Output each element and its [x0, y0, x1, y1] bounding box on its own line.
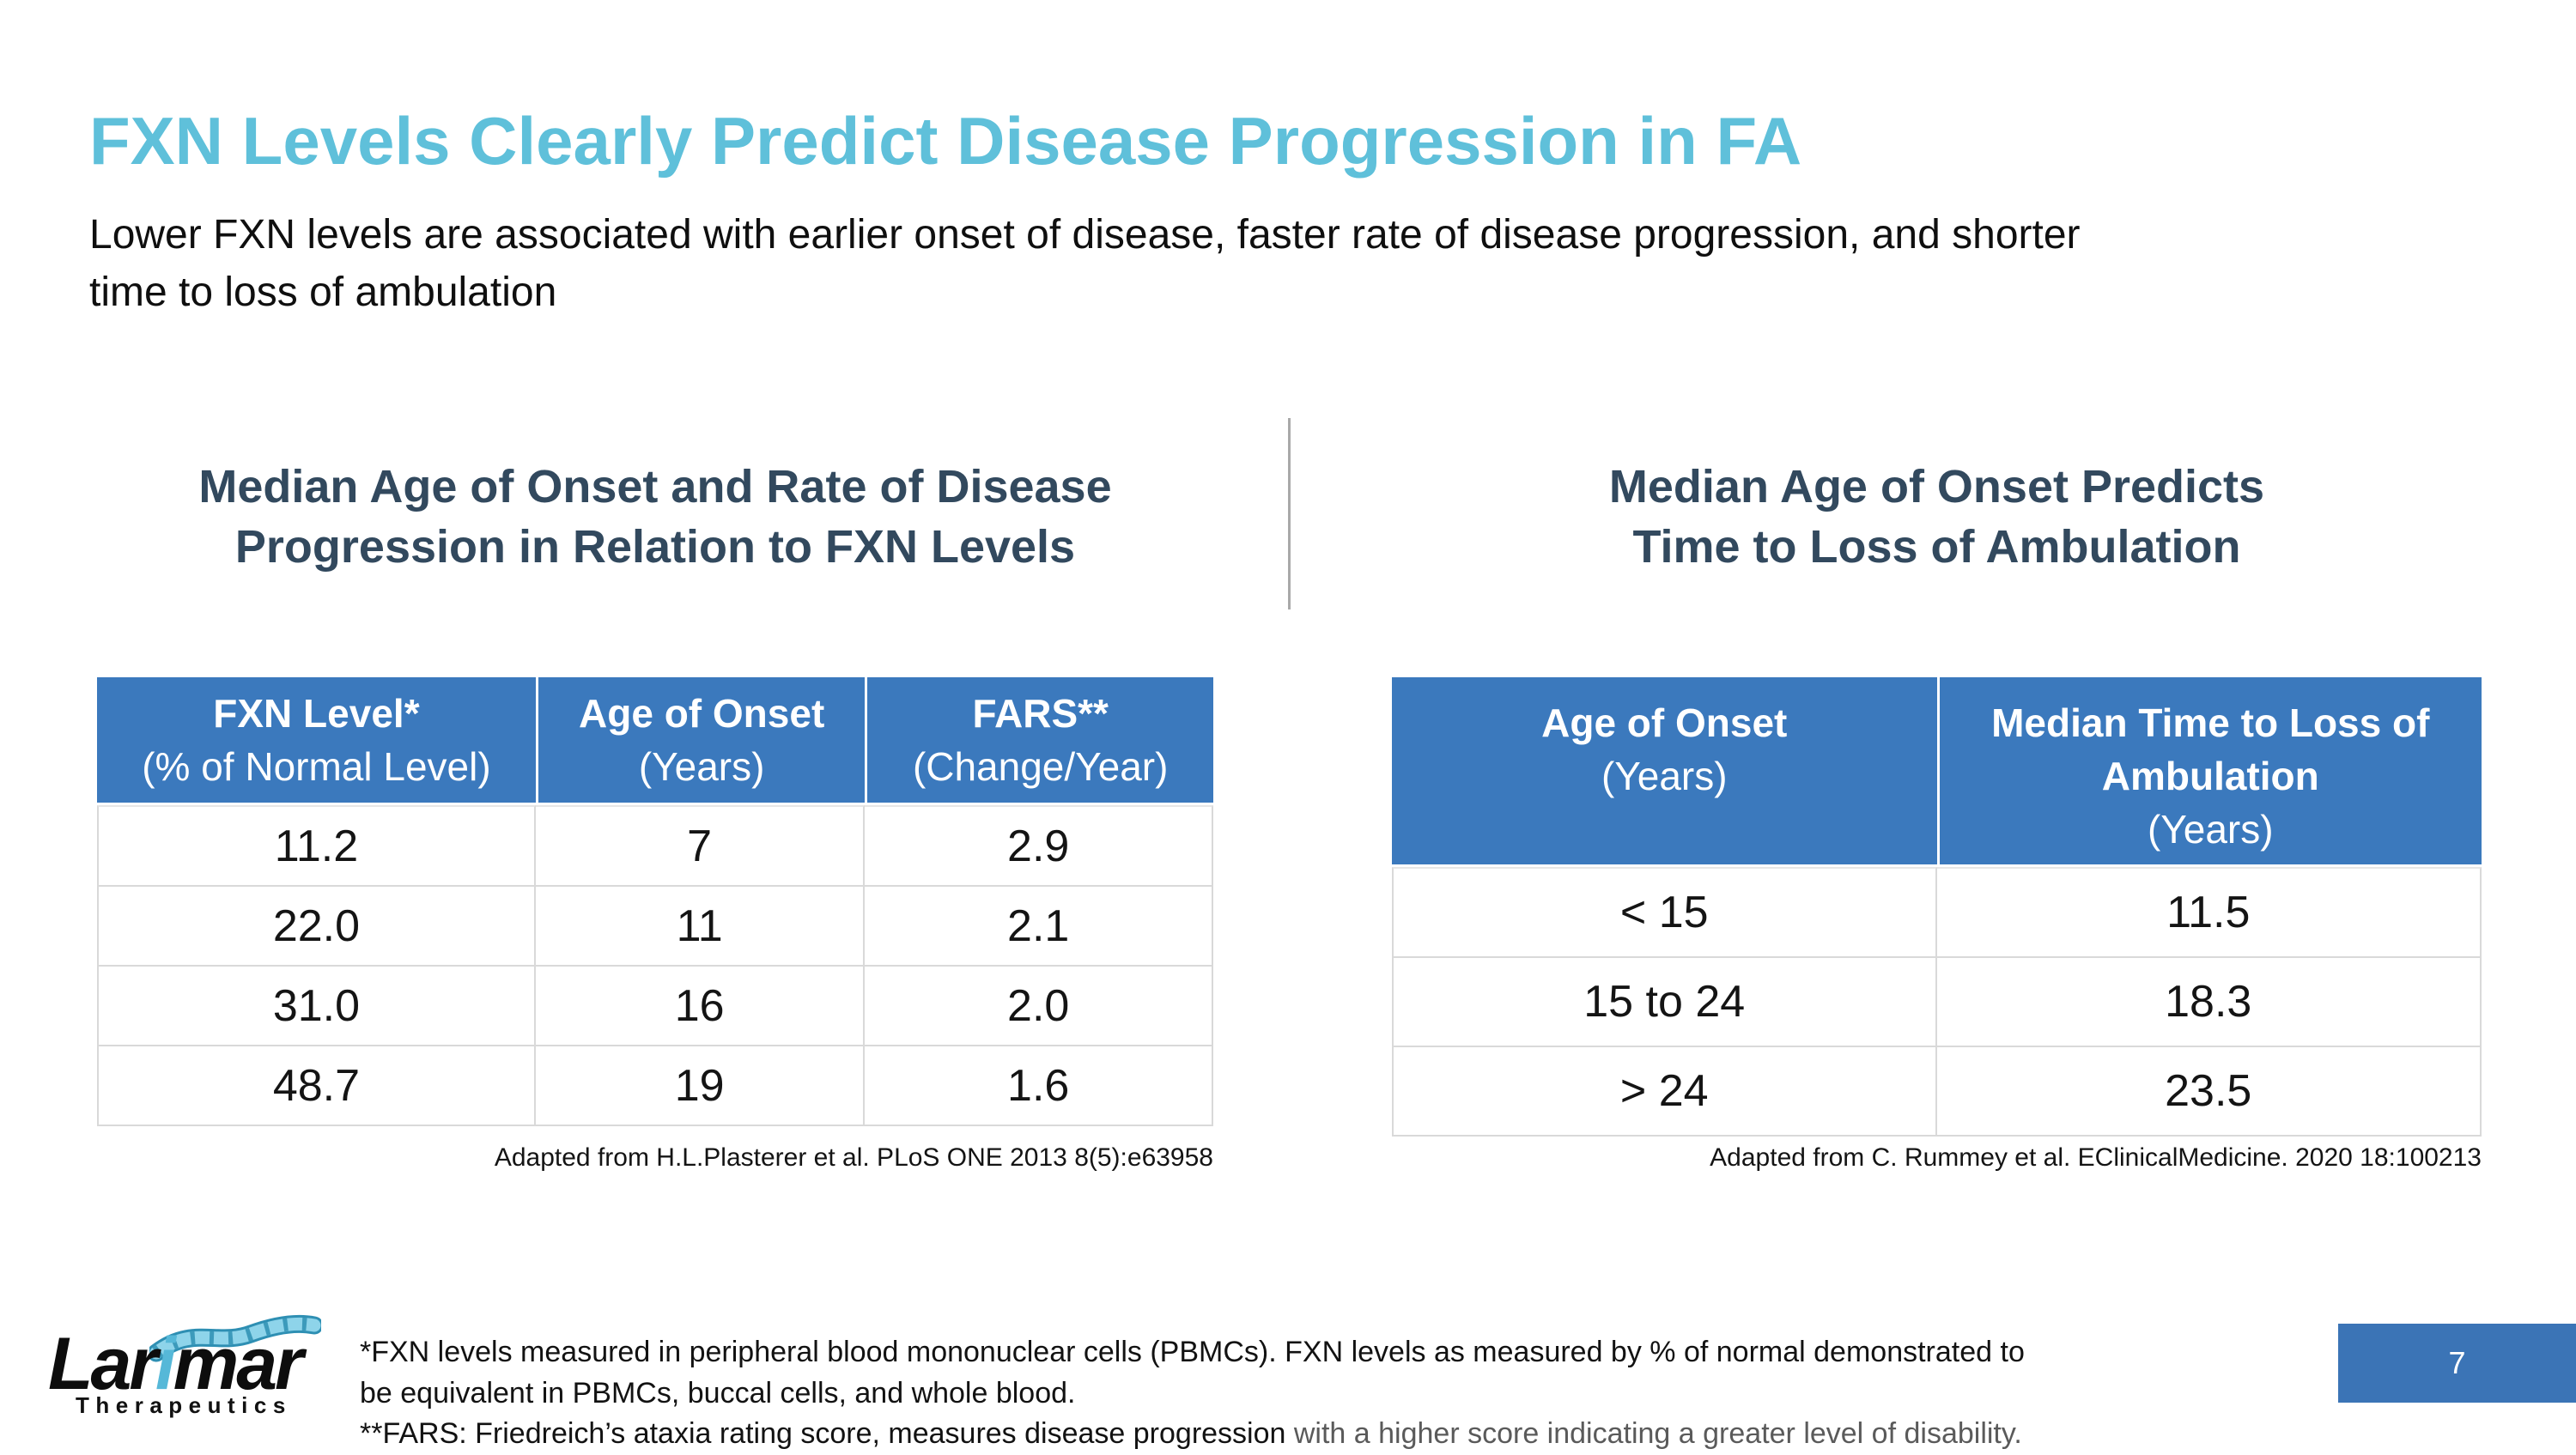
column-header-title: FARS**: [972, 690, 1109, 736]
column-header-fxn-level: FXN Level* (% of Normal Level): [97, 677, 536, 805]
table-cell: 1.6: [865, 1046, 1213, 1126]
column-header-unit: (Years): [1601, 754, 1728, 799]
table-cell: 22.0: [97, 887, 536, 967]
table-row: 15 to 24 18.3: [1392, 958, 2482, 1048]
left-section-heading: Median Age of Onset and Rate of Disease …: [198, 461, 1112, 573]
column-header-title: Median Time to Loss of Ambulation: [1991, 700, 2430, 799]
table-cell: 16: [535, 967, 866, 1046]
larimar-logo: Larimar Therapeutics: [48, 1314, 357, 1442]
table-cell: 19: [535, 1046, 866, 1126]
table-cell: 18.3: [1936, 958, 2482, 1048]
logo-text-lar: Lar: [48, 1323, 158, 1405]
table-header-row: Age of Onset (Years) Median Time to Loss…: [1392, 677, 2482, 868]
page-number-badge: 7: [2338, 1324, 2576, 1403]
table-cell: 7: [535, 805, 866, 887]
footnote-fars-prefix: **FARS: Friedreich’s ataxia rating score…: [360, 1417, 1294, 1451]
column-header-unit: (% of Normal Level): [142, 744, 491, 789]
table-row: < 15 11.5: [1392, 867, 2482, 959]
table-cell: 2.0: [865, 967, 1213, 1046]
logo-text-i: i: [155, 1323, 176, 1405]
column-header-title: Age of Onset: [1541, 700, 1788, 745]
ambulation-table: Age of Onset (Years) Median Time to Loss…: [1392, 677, 2482, 1137]
table-row: 48.7 19 1.6: [97, 1046, 1213, 1126]
right-section-heading: Median Age of Onset Predicts Time to Los…: [1608, 461, 2265, 573]
column-header-median-time-loss-ambulation: Median Time to Loss of Ambulation (Years…: [1936, 677, 2482, 868]
fxn-levels-table: FXN Level* (% of Normal Level) Age of On…: [97, 677, 1213, 1126]
larimar-helix-icon: [149, 1314, 321, 1362]
logo-wordmark: Larimar: [48, 1327, 304, 1401]
column-header-unit: (Years): [2147, 807, 2274, 852]
right-table-source: Adapted from C. Rummey et al. EClinicalM…: [1710, 1143, 2482, 1172]
table-cell: 11: [535, 887, 866, 967]
table-row: 31.0 16 2.0: [97, 967, 1213, 1046]
column-header-fars: FARS** (Change/Year): [865, 677, 1213, 805]
table-cell: 31.0: [97, 967, 536, 1046]
table-row: > 24 23.5: [1392, 1047, 2482, 1137]
table-row: 11.2 7 2.9: [97, 805, 1213, 887]
footnote-fars-suffix: with a higher score indicating a greater…: [1293, 1417, 2022, 1451]
table-cell: 11.2: [97, 805, 536, 887]
table-cell: 23.5: [1936, 1047, 2482, 1137]
column-header-title: FXN Level*: [213, 690, 420, 736]
column-header-age-of-onset: Age of Onset (Years): [535, 677, 866, 805]
slide-subtitle: Lower FXN levels are associated with ear…: [89, 212, 2081, 316]
footnote-fars: **FARS: Friedreich’s ataxia rating score…: [360, 1414, 2197, 1455]
table-row: 22.0 11 2.1: [97, 887, 1213, 967]
table-cell: < 15: [1392, 867, 1937, 959]
table-cell: > 24: [1392, 1047, 1937, 1137]
column-header-age-of-onset: Age of Onset (Years): [1392, 677, 1937, 868]
section-divider: [1288, 418, 1291, 609]
column-header-unit: (Change/Year): [912, 744, 1169, 789]
table-cell: 2.9: [865, 805, 1213, 887]
table-cell: 15 to 24: [1392, 958, 1937, 1048]
page-number: 7: [2448, 1345, 2466, 1380]
logo-text-mar: mar: [173, 1323, 304, 1405]
footnotes-block: *FXN levels measured in peripheral blood…: [360, 1332, 2197, 1455]
table-header-row: FXN Level* (% of Normal Level) Age of On…: [97, 677, 1213, 805]
column-header-title: Age of Onset: [579, 690, 825, 736]
column-header-unit: (Years): [638, 744, 765, 789]
page-title: FXN Levels Clearly Predict Disease Progr…: [89, 103, 1802, 179]
table-cell: 2.1: [865, 887, 1213, 967]
footnote-fxn: *FXN levels measured in peripheral blood…: [360, 1336, 2025, 1410]
logo-tagline: Therapeutics: [76, 1392, 292, 1418]
table-cell: 11.5: [1936, 867, 2482, 959]
table-cell: 48.7: [97, 1046, 536, 1126]
left-table-source: Adapted from H.L.Plasterer et al. PLoS O…: [494, 1143, 1213, 1172]
